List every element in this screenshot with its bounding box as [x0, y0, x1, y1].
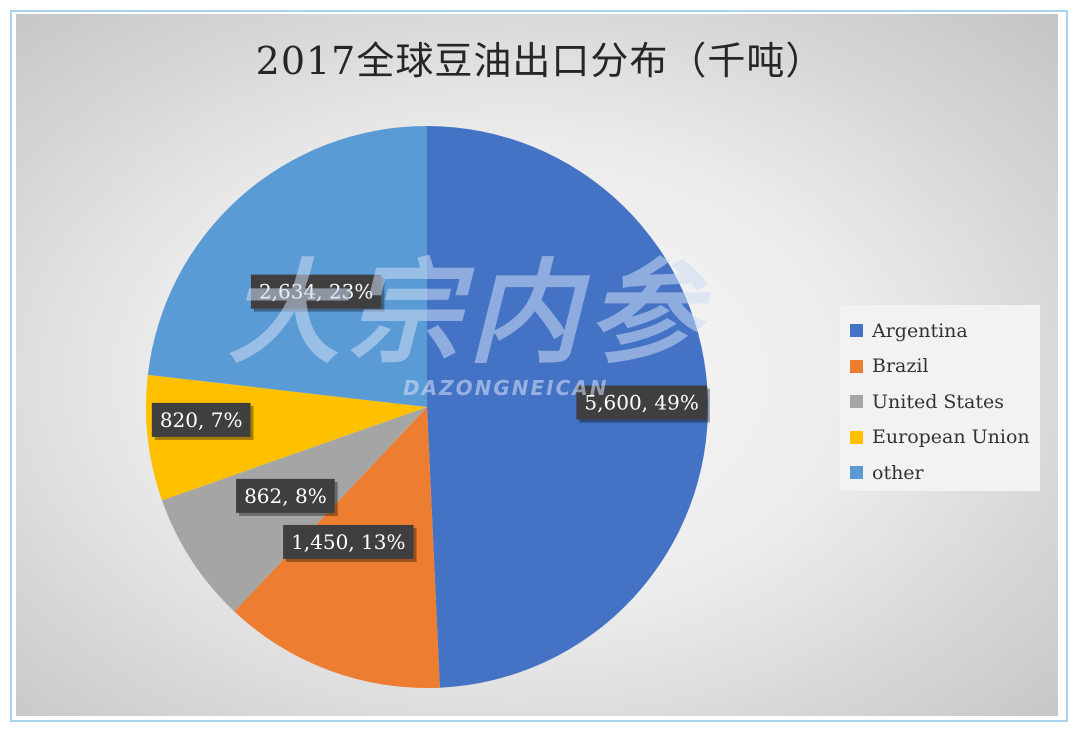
data-label-text: 1,450, 13%	[291, 530, 405, 554]
pie-slice-other	[147, 126, 428, 407]
legend-item-european-union: European Union	[850, 420, 1040, 456]
data-label-text: 820, 7%	[160, 408, 243, 432]
pie-slice-argentina	[427, 126, 709, 688]
data-label-bg	[236, 478, 335, 513]
data-label-bg	[250, 274, 382, 309]
data-label-text: 5,600, 49%	[584, 390, 698, 414]
legend-swatch	[850, 359, 863, 373]
legend-label: Brazil	[872, 355, 929, 378]
legend-label: other	[872, 461, 924, 484]
data-label-bg	[151, 402, 251, 437]
data-label-text: 2,634, 23%	[259, 280, 373, 304]
legend: Argentina Brazil United States European …	[840, 305, 1040, 491]
chart-title: 2017全球豆油出口分布（千吨）	[255, 39, 825, 83]
legend-item-other: other	[850, 455, 1040, 491]
legend-item-united-states: United States	[850, 384, 1040, 420]
data-label-european-union: 820, 7%	[151, 402, 254, 440]
data-label-brazil: 1,450, 13%	[283, 524, 417, 562]
data-label-argentina: 5,600, 49%	[576, 385, 710, 423]
legend-item-argentina: Argentina	[850, 313, 1040, 349]
legend-swatch	[850, 466, 863, 480]
legend-swatch	[850, 395, 863, 409]
data-label-other: 2,634, 23%	[250, 274, 385, 312]
data-label-text: 862, 8%	[244, 484, 327, 508]
legend-label: United States	[872, 390, 1005, 413]
data-label-bg	[283, 524, 414, 559]
legend-label: European Union	[872, 426, 1030, 449]
data-label-united-states: 862, 8%	[236, 478, 338, 516]
legend-label: Argentina	[872, 319, 968, 342]
legend-swatch	[850, 430, 863, 444]
data-label-bg	[576, 385, 707, 420]
legend-item-brazil: Brazil	[850, 349, 1040, 385]
legend-swatch	[850, 324, 863, 338]
